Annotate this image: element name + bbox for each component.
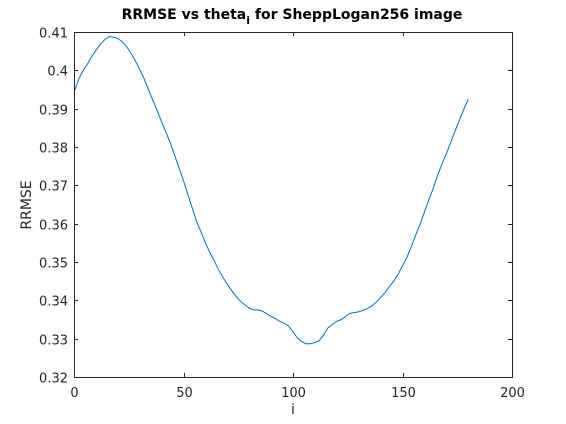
y-tick-label: 0.36: [39, 219, 68, 234]
series-line: [73, 36, 469, 345]
x-tick-label: 0: [70, 386, 78, 401]
chart-title-suffix: for SheppLogan256 image: [250, 7, 462, 23]
plot-area: [74, 32, 512, 377]
x-tick-label: 200: [500, 386, 525, 401]
y-tick-label: 0.41: [39, 27, 68, 42]
y-tick-label: 0.39: [39, 104, 68, 119]
y-tick-label: 0.35: [39, 257, 68, 272]
chart-title-subscript: i: [246, 14, 250, 27]
y-tick-label: 0.4: [47, 65, 68, 80]
chart-title: RRMSE vs thetai for SheppLogan256 image: [122, 7, 463, 27]
x-tick-label: 150: [391, 386, 416, 401]
x-tick-label: 50: [176, 386, 193, 401]
axes-box: [74, 32, 513, 378]
y-tick-label: 0.32: [39, 372, 68, 387]
y-tick-label: 0.34: [39, 295, 68, 310]
y-tick-label: 0.38: [39, 142, 68, 157]
x-tick-label: 100: [281, 386, 306, 401]
series-layer: [73, 36, 469, 345]
y-tick-label: 0.37: [39, 180, 68, 195]
chart-title-main: RRMSE vs theta: [122, 7, 247, 23]
y-axis-label: RRMSE: [19, 180, 35, 229]
y-tick-label: 0.33: [39, 334, 68, 349]
x-axis-label: i: [291, 402, 295, 418]
x-axis-ticks: 0 50 100 150 200: [70, 32, 525, 401]
y-axis-ticks: 0.32 0.33 0.34 0.35 0.36 0.37 0.38 0.39 0.4 0.41: [39, 27, 512, 387]
